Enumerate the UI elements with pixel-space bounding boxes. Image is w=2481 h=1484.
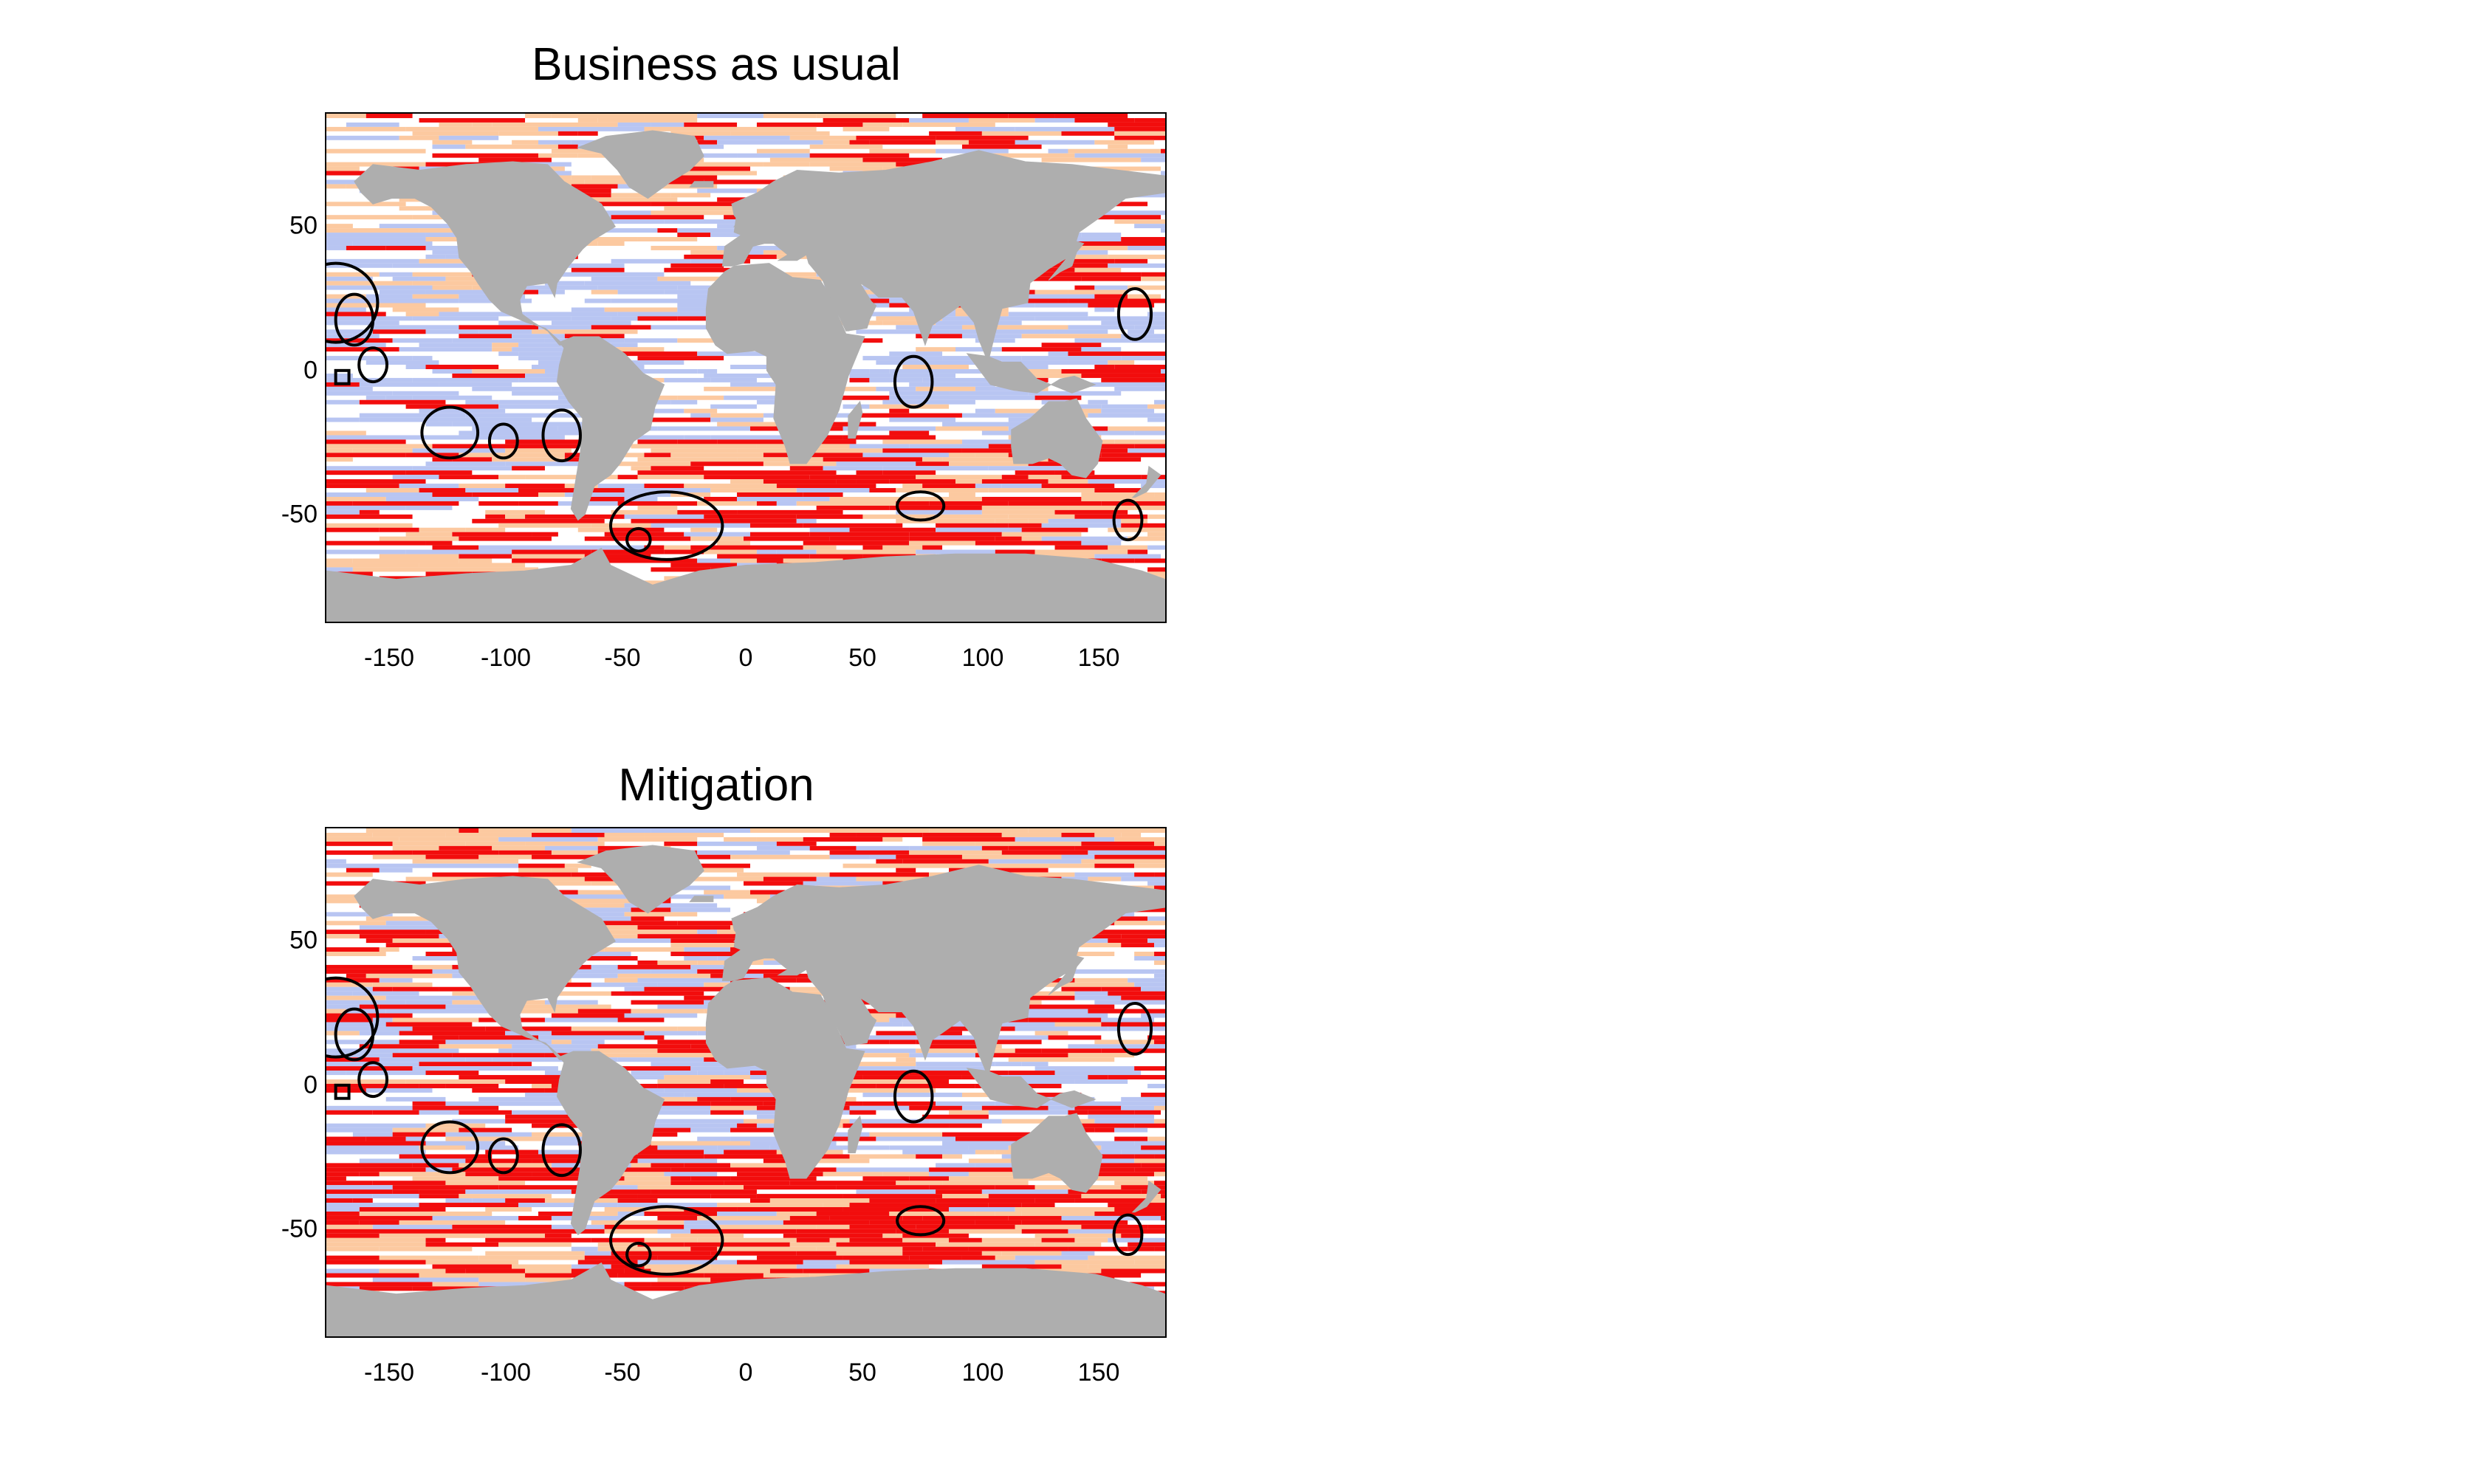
panel-title: Business as usual bbox=[532, 39, 901, 90]
landmass-indonesia bbox=[966, 353, 1097, 394]
protected-area-outline bbox=[326, 261, 380, 344]
protected-area-outline bbox=[357, 346, 389, 384]
x-tick-label: -100 bbox=[480, 1358, 532, 1387]
protected-area-outline bbox=[541, 408, 582, 463]
protected-area-outline bbox=[1116, 286, 1153, 341]
landmass-iceland bbox=[689, 896, 714, 902]
protected-area-outline bbox=[1112, 1213, 1144, 1257]
landmass-japan bbox=[1048, 240, 1085, 281]
landmass-south-america bbox=[556, 336, 665, 521]
x-tick-label: 50 bbox=[848, 644, 876, 672]
landmass-new-zealand bbox=[1131, 1180, 1161, 1213]
protected-area-outline bbox=[420, 1120, 480, 1175]
protected-area-outline bbox=[334, 368, 351, 385]
protected-area-outline bbox=[896, 490, 946, 522]
x-tick-label: -50 bbox=[604, 644, 641, 672]
landmass-iceland bbox=[689, 181, 714, 188]
panel-title: Mitigation bbox=[618, 760, 814, 811]
protected-area-outline bbox=[625, 1241, 652, 1268]
landmass-indonesia bbox=[966, 1068, 1097, 1108]
world-map bbox=[326, 114, 1165, 622]
landmass-uk bbox=[731, 203, 749, 227]
x-tick-label: 0 bbox=[738, 644, 753, 672]
protected-area-outline bbox=[334, 1007, 375, 1062]
protected-area-outline bbox=[1116, 1001, 1153, 1056]
landmass-south-america bbox=[556, 1051, 665, 1236]
y-tick-label: 0 bbox=[303, 356, 318, 385]
protected-area-outline bbox=[625, 526, 652, 553]
landmass-australia bbox=[1011, 1113, 1103, 1193]
landmass-uk bbox=[731, 918, 749, 942]
landmass-madagascar bbox=[848, 1115, 863, 1154]
protected-area-outline bbox=[608, 490, 724, 561]
landmass-japan bbox=[1048, 955, 1085, 995]
protected-area-outline bbox=[1112, 498, 1144, 542]
y-tick-label: 0 bbox=[303, 1071, 318, 1099]
x-tick-label: -150 bbox=[363, 1358, 415, 1387]
y-tick-label: -50 bbox=[281, 500, 318, 529]
x-tick-label: 0 bbox=[738, 1358, 753, 1387]
landmass-australia bbox=[1011, 398, 1103, 478]
x-tick-label: 100 bbox=[961, 1358, 1004, 1387]
protected-area-outline bbox=[357, 1061, 389, 1099]
world-map-frame bbox=[325, 827, 1167, 1338]
protected-area-outline bbox=[326, 976, 380, 1059]
y-tick-label: 50 bbox=[289, 211, 318, 240]
protected-area-outline bbox=[334, 1083, 351, 1100]
landmass-north-america bbox=[354, 876, 617, 1060]
landmass-africa bbox=[705, 263, 865, 464]
landmass-antarctica bbox=[326, 1262, 1165, 1336]
x-tick-label: 150 bbox=[1077, 644, 1120, 672]
protected-area-outline bbox=[487, 1137, 519, 1175]
protected-area-outline bbox=[541, 1123, 582, 1178]
protected-area-outline bbox=[893, 354, 934, 409]
protected-area-outline bbox=[896, 1205, 946, 1237]
x-tick-label: 150 bbox=[1077, 1358, 1120, 1387]
world-map bbox=[326, 828, 1165, 1336]
landmass-new-zealand bbox=[1131, 465, 1161, 498]
x-tick-label: -100 bbox=[480, 644, 532, 672]
landmass-arabia-fix bbox=[826, 992, 877, 1046]
landmass-greenland bbox=[577, 845, 704, 914]
protected-area-outline bbox=[893, 1069, 934, 1124]
landmass-arabia-fix bbox=[826, 277, 877, 332]
protected-area-outline bbox=[334, 292, 375, 347]
protected-area-outline bbox=[608, 1205, 724, 1276]
x-tick-label: -50 bbox=[604, 1358, 641, 1387]
y-tick-label: -50 bbox=[281, 1215, 318, 1243]
protected-area-outline bbox=[420, 405, 480, 460]
landmass-antarctica bbox=[326, 547, 1165, 622]
world-map-frame bbox=[325, 112, 1167, 623]
y-tick-label: 50 bbox=[289, 926, 318, 955]
landmass-africa bbox=[705, 978, 865, 1179]
landmass-greenland bbox=[577, 130, 704, 199]
protected-area-outline bbox=[487, 422, 519, 460]
x-tick-label: -150 bbox=[363, 644, 415, 672]
x-tick-label: 100 bbox=[961, 644, 1004, 672]
landmass-north-america bbox=[354, 161, 617, 346]
x-tick-label: 50 bbox=[848, 1358, 876, 1387]
landmass-madagascar bbox=[848, 400, 863, 439]
